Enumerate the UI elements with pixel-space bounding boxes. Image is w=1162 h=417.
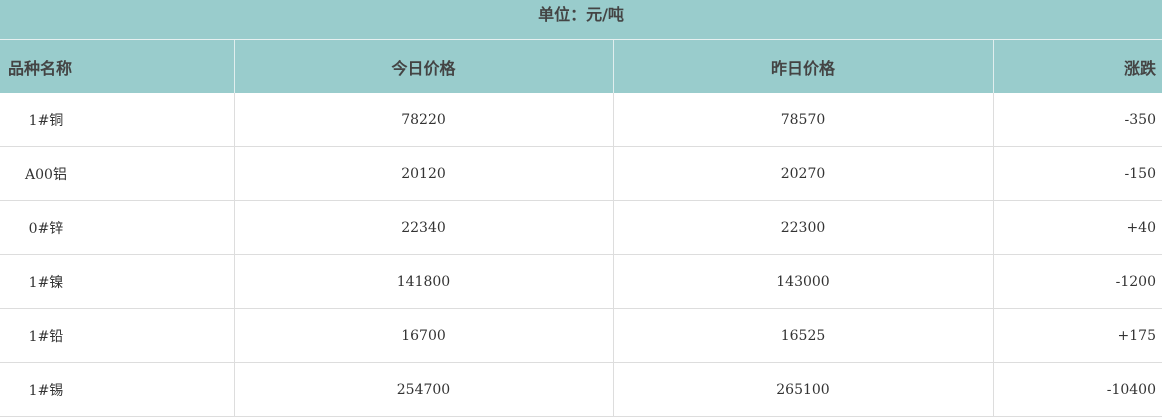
cell-today-price: 141800 — [234, 254, 614, 309]
change-text: +40 — [1126, 219, 1156, 236]
cell-today-price: 78220 — [234, 93, 614, 147]
cell-name: A00铝 — [0, 146, 235, 201]
yesterday-price-text: 22300 — [780, 219, 826, 236]
yesterday-price-text: 20270 — [780, 165, 826, 182]
change-text: +175 — [1117, 327, 1156, 344]
cell-yesterday-price: 143000 — [613, 254, 994, 309]
change-text: -350 — [1124, 111, 1156, 128]
today-price-text: 20120 — [401, 165, 446, 182]
today-price-text: 22340 — [401, 219, 446, 236]
cell-yesterday-price: 20270 — [613, 146, 994, 201]
table-row: 1#铜 78220 78570 -350 — [0, 93, 1162, 147]
table-row: 0#锌 22340 22300 +40 — [0, 200, 1162, 255]
name-text: 1#镍 — [28, 274, 64, 291]
cell-today-price: 16700 — [234, 308, 614, 363]
name-text: 1#锡 — [28, 382, 64, 399]
name-text: 1#铅 — [28, 328, 64, 345]
cell-today-price: 254700 — [234, 362, 614, 417]
name-text: 0#锌 — [28, 220, 64, 237]
cell-name: 0#锌 — [0, 200, 235, 255]
cell-change: -10400 — [993, 362, 1162, 417]
change-text: -1200 — [1115, 273, 1156, 290]
cell-change: -350 — [993, 93, 1162, 147]
yesterday-price-text: 265100 — [776, 381, 830, 398]
cell-name: 1#镍 — [0, 254, 235, 309]
cell-change: -150 — [993, 146, 1162, 201]
yesterday-price-text: 78570 — [780, 111, 826, 128]
cell-name: 1#铜 — [0, 93, 235, 147]
cell-change: -1200 — [993, 254, 1162, 309]
name-text: 1#铜 — [28, 112, 64, 129]
column-header-name: 品种名称 — [0, 40, 235, 93]
cell-change: +40 — [993, 200, 1162, 255]
cell-yesterday-price: 265100 — [613, 362, 994, 417]
column-header-today: 今日价格 — [234, 40, 614, 93]
change-text: -150 — [1124, 165, 1156, 182]
cell-name: 1#锡 — [0, 362, 235, 417]
header-row: 品种名称 今日价格 昨日价格 涨跌 — [0, 40, 1162, 93]
table-row: 1#镍 141800 143000 -1200 — [0, 254, 1162, 309]
name-text: A00铝 — [25, 166, 67, 183]
cell-yesterday-price: 22300 — [613, 200, 994, 255]
table-row: 1#锡 254700 265100 -10400 — [0, 362, 1162, 417]
today-price-text: 78220 — [401, 111, 446, 128]
cell-change: +175 — [993, 308, 1162, 363]
today-price-text: 16700 — [401, 327, 446, 344]
cell-today-price: 22340 — [234, 200, 614, 255]
unit-title: 单位：元/吨 — [0, 0, 1162, 40]
change-text: -10400 — [1106, 381, 1156, 398]
cell-yesterday-price: 78570 — [613, 93, 994, 147]
today-price-text: 141800 — [396, 273, 451, 290]
table-row: A00铝 20120 20270 -150 — [0, 146, 1162, 201]
yesterday-price-text: 16525 — [780, 327, 826, 344]
column-header-change: 涨跌 — [993, 40, 1162, 93]
column-header-yesterday: 昨日价格 — [613, 40, 994, 93]
cell-today-price: 20120 — [234, 146, 614, 201]
cell-yesterday-price: 16525 — [613, 308, 994, 363]
price-table: 品种名称 今日价格 昨日价格 涨跌 1#铜 78220 78570 -350 A00铝 2… — [0, 40, 1162, 417]
today-price-text: 254700 — [396, 381, 451, 398]
table-row: 1#铅 16700 16525 +175 — [0, 308, 1162, 363]
yesterday-price-text: 143000 — [776, 273, 830, 290]
cell-name: 1#铅 — [0, 308, 235, 363]
